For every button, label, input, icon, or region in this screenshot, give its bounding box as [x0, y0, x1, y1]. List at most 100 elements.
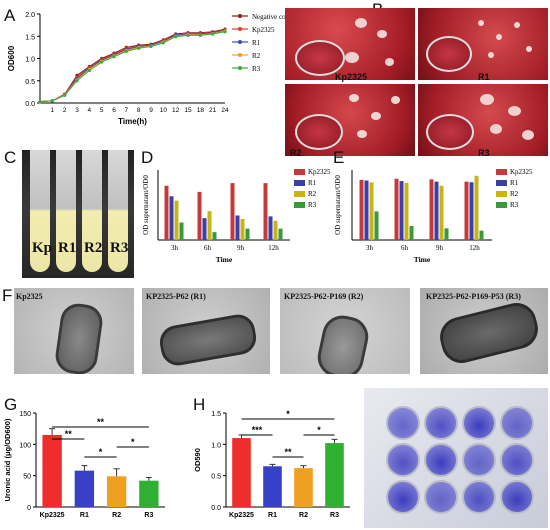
significance-label: ***	[252, 425, 263, 435]
colony-caption-kp2325: Kp2325	[335, 72, 368, 82]
y-tick-label: 0.0	[25, 101, 35, 108]
legend-label: R3	[510, 201, 519, 209]
tubes-photo: Kp R1 R2 R3	[22, 150, 134, 278]
x-tick-label: 1	[51, 107, 55, 114]
x-tick-label: 6h	[401, 244, 409, 252]
legend-label: R3	[308, 201, 317, 209]
bar	[294, 468, 313, 507]
y-axis-title: OD590	[193, 448, 202, 472]
bar	[439, 185, 444, 240]
tem-caption-r2: KP2325-P62-P169 (R2)	[284, 292, 364, 301]
legend-label: R2	[252, 52, 261, 60]
bar	[74, 470, 95, 507]
plate-well	[386, 406, 420, 440]
series-point	[75, 79, 79, 83]
tem-image-r3	[420, 288, 548, 374]
x-tick-label: R3	[144, 512, 153, 519]
significance-label: *	[99, 447, 103, 457]
tube-label-r2: R2	[84, 240, 103, 256]
bar	[245, 228, 250, 240]
plate-well	[386, 443, 420, 477]
series-point	[112, 55, 116, 59]
sedimentation-chart-d: 3h 6h 9h 12h Time OD supernatant/OD0 Kp2325 R1 R…	[142, 168, 331, 264]
legend-marker	[238, 53, 242, 57]
bar	[394, 178, 399, 240]
bar	[374, 211, 379, 240]
x-tick-label: 24	[221, 107, 229, 114]
x-tick-label: Kp2325	[40, 512, 65, 519]
x-tick-label: R1	[268, 512, 277, 519]
tem-image-r2	[280, 288, 410, 374]
series-point	[100, 60, 104, 64]
bar	[164, 185, 169, 240]
bar	[369, 182, 374, 240]
bar	[106, 476, 127, 507]
x-tick-label: 6h	[204, 244, 212, 252]
plate-well	[500, 443, 534, 477]
legend-swatch	[294, 202, 305, 208]
tube-label-r1: R1	[58, 240, 77, 256]
bar	[404, 182, 409, 240]
series-point	[38, 100, 42, 104]
legend-label: R2	[308, 190, 317, 198]
plate-well	[424, 406, 458, 440]
series-point	[50, 99, 54, 103]
legend-swatch	[294, 169, 305, 175]
growth-curve-chart: 0.00.51.01.52.01 2 3 4 5 6 7 8 9 10 12 15 18 21 24Time…	[7, 12, 299, 126]
significance-label: *	[286, 409, 290, 419]
bar	[207, 211, 212, 240]
plate-well	[424, 443, 458, 477]
panel-label-g: G	[4, 395, 18, 414]
x-tick-label: 9h	[436, 244, 444, 252]
legend-swatch	[294, 180, 305, 186]
x-tick-label: 21	[209, 107, 217, 114]
bar	[278, 228, 283, 240]
bar	[240, 219, 245, 240]
x-tick-label: 3	[75, 107, 79, 114]
series-line	[39, 31, 226, 103]
x-tick-label: 7	[125, 107, 129, 114]
tem-caption-kp2325: Kp2325	[16, 292, 43, 301]
x-axis-title: Time	[216, 255, 233, 264]
sedimentation-chart-e: 3h 6h 9h 12h Time OD supernatant/OD0 Kp2325 R1 R…	[334, 168, 533, 264]
y-tick-label: 1.0	[211, 442, 221, 449]
y-tick-label: 150	[19, 411, 31, 418]
y-tick-label: 2.0	[25, 12, 35, 19]
x-tick-label: 9h	[237, 244, 245, 252]
x-tick-label: 6	[112, 107, 116, 114]
legend-swatch	[294, 191, 305, 197]
series-point	[161, 41, 165, 45]
bar	[202, 218, 207, 240]
plate-well	[462, 406, 496, 440]
x-tick-label: 9	[149, 107, 153, 114]
significance-label: **	[65, 429, 73, 439]
colony-caption-r3: R3	[478, 148, 490, 158]
crystal-violet-plate-photo	[364, 388, 548, 528]
x-tick-label: R3	[330, 512, 339, 519]
panel-label-a: A	[4, 6, 16, 25]
bar	[230, 183, 235, 240]
bar	[273, 220, 278, 240]
series-point	[186, 33, 190, 37]
y-axis-title: Uronic acid (μg/OD600)	[3, 418, 12, 501]
bar	[174, 200, 179, 240]
x-tick-label: R2	[299, 512, 308, 519]
bar	[179, 222, 184, 240]
bar	[235, 215, 240, 240]
y-tick-label: 100	[19, 442, 31, 449]
panel-label-c: C	[4, 148, 17, 167]
plate-well	[500, 480, 534, 514]
legend-label: R1	[308, 179, 317, 187]
significance-label: *	[317, 425, 321, 435]
series-line	[39, 29, 226, 103]
x-tick-label: 5	[100, 107, 104, 114]
bar	[212, 232, 217, 240]
x-tick-label: 3h	[171, 244, 179, 252]
legend-label: Kp2325	[252, 26, 275, 34]
legend-swatch	[496, 191, 507, 197]
legend-swatch	[496, 180, 507, 186]
y-tick-label: 1.5	[211, 411, 221, 418]
colony-photo-r3	[418, 84, 548, 156]
series-point	[137, 46, 141, 50]
